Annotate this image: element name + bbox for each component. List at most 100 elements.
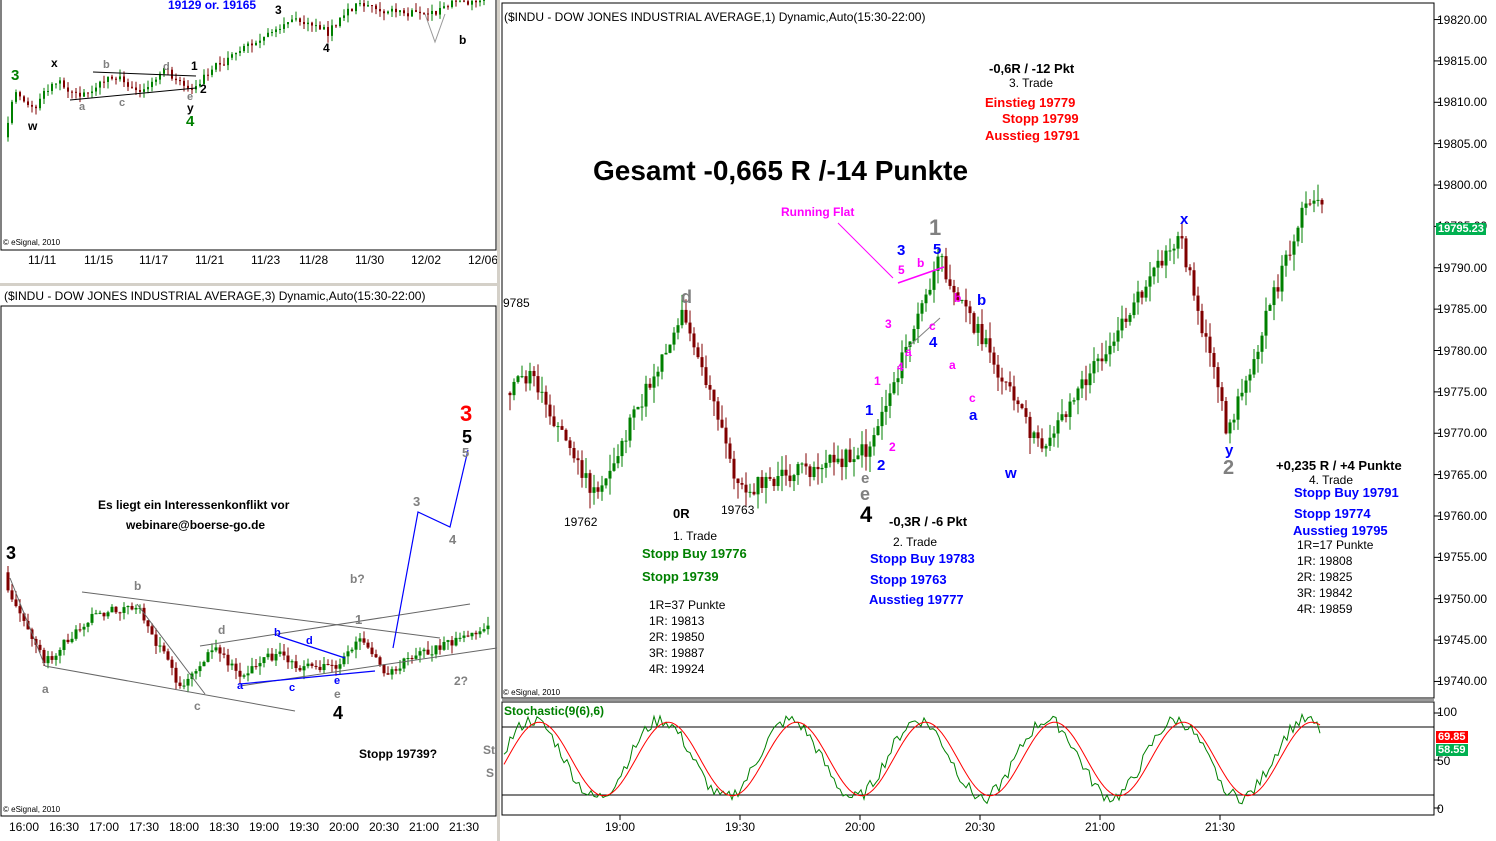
- candle-body: [230, 663, 234, 666]
- wave-label: 3: [885, 317, 892, 331]
- candle-body: [1044, 445, 1048, 449]
- candle-body: [310, 663, 314, 666]
- candle-body: [528, 370, 532, 384]
- wave-label: 3: [460, 401, 473, 426]
- candle-body: [258, 663, 262, 667]
- candle-body: [576, 458, 580, 461]
- candle-body: [203, 74, 205, 84]
- candle-body: [238, 670, 242, 677]
- candle-body: [343, 15, 345, 18]
- candle-body: [50, 656, 54, 660]
- three-minute-chart-pane[interactable]: ($INDU - DOW JONES INDUSTRIAL AVERAGE,3)…: [0, 286, 497, 841]
- candle-body: [423, 13, 425, 15]
- candle-body: [431, 10, 433, 15]
- candle-body: [414, 655, 418, 659]
- candle-body: [106, 612, 110, 617]
- candle-body: [1076, 388, 1080, 401]
- candle-body: [451, 0, 453, 7]
- candle-body: [892, 382, 896, 394]
- candle-body: [19, 92, 21, 97]
- candle-body: [239, 51, 241, 53]
- candle-body: [740, 483, 744, 485]
- candle-body: [956, 292, 960, 300]
- x-tick: 20:00: [845, 820, 876, 834]
- candle-body: [924, 294, 928, 304]
- candle-body: [335, 25, 337, 27]
- candle-body: [475, 0, 477, 3]
- candle-body: [211, 69, 213, 75]
- candle-body: [127, 82, 129, 87]
- chart-title: ($INDU - DOW JONES INDUSTRIAL AVERAGE,1)…: [504, 10, 926, 24]
- candle-body: [836, 458, 840, 463]
- candle-body: [920, 303, 924, 314]
- candle-body: [94, 613, 98, 615]
- candle-body: [474, 632, 478, 635]
- candle-body: [439, 8, 441, 15]
- copyright: © eSignal, 2010: [503, 688, 561, 697]
- candle-body: [552, 416, 556, 427]
- x-tick: 17:30: [129, 820, 160, 834]
- x-tick: 21:00: [409, 820, 440, 834]
- candle-body: [580, 460, 584, 478]
- wave-label: 5: [462, 427, 473, 447]
- x-tick: 18:30: [209, 820, 240, 834]
- one-minute-chart-svg: [501, 2, 1440, 820]
- candle-body: [159, 73, 161, 80]
- wave-label: 2: [877, 457, 886, 474]
- candle-body: [948, 279, 952, 286]
- candle-body: [592, 487, 596, 493]
- candle-body: [435, 10, 437, 15]
- candle-body: [471, 0, 473, 5]
- trade4-r: 1R=17 Punkte: [1297, 538, 1374, 552]
- candle-body: [880, 411, 884, 427]
- candle-body: [195, 86, 197, 90]
- candle-body: [788, 475, 792, 482]
- candle-body: [14, 599, 18, 607]
- x-tick: 12/06: [468, 253, 497, 267]
- candle-body: [387, 11, 389, 14]
- candle-body: [75, 91, 77, 93]
- candle-body: [463, 0, 465, 2]
- candle-body: [1200, 310, 1204, 334]
- candle-body: [155, 79, 157, 82]
- candle-body: [980, 323, 984, 345]
- candle-body: [824, 462, 828, 468]
- y-tick-label: 19815.00: [1437, 53, 1488, 68]
- candle-body: [1128, 315, 1132, 322]
- candle-body: [792, 475, 796, 482]
- candle-body: [1316, 199, 1320, 201]
- candle-body: [430, 654, 434, 656]
- x-tick: 20:30: [369, 820, 400, 834]
- candle-body: [222, 653, 226, 655]
- candle-body: [784, 469, 788, 476]
- wave-label: a: [949, 358, 956, 372]
- candle-body: [992, 352, 996, 365]
- candle-body: [1232, 419, 1236, 423]
- candle-body: [342, 656, 346, 665]
- candle-body: [508, 392, 512, 396]
- candle-body: [482, 629, 486, 632]
- trade4-r4: 4R: 19859: [1297, 602, 1353, 616]
- candle-body: [131, 86, 133, 88]
- candle-body: [1180, 236, 1184, 239]
- candle-body: [110, 606, 114, 613]
- candle-body: [154, 634, 158, 646]
- candle-body: [306, 663, 310, 667]
- candle-body: [608, 470, 612, 479]
- candle-body: [422, 649, 426, 652]
- one-minute-chart-pane[interactable]: ($INDU - DOW JONES INDUSTRIAL AVERAGE,1)…: [500, 0, 1496, 841]
- candle-body: [596, 487, 600, 492]
- candle-body: [1112, 341, 1116, 346]
- candle-body: [1004, 381, 1008, 383]
- candle-body: [808, 466, 812, 478]
- headline: Gesamt -0,665 R /-14 Punkte: [593, 155, 969, 186]
- candle-body: [103, 81, 105, 83]
- candle-body: [1292, 241, 1296, 255]
- candle-body: [1168, 250, 1172, 252]
- trend-line: [69, 87, 197, 101]
- candle-body: [383, 11, 385, 14]
- trade1-r2: 2R: 19850: [649, 630, 705, 644]
- candle-body: [327, 27, 329, 36]
- daily-chart-pane[interactable]: 19129 or. 19165 © eSignal, 2010 11/11 11…: [0, 0, 497, 272]
- candle-body: [274, 654, 278, 661]
